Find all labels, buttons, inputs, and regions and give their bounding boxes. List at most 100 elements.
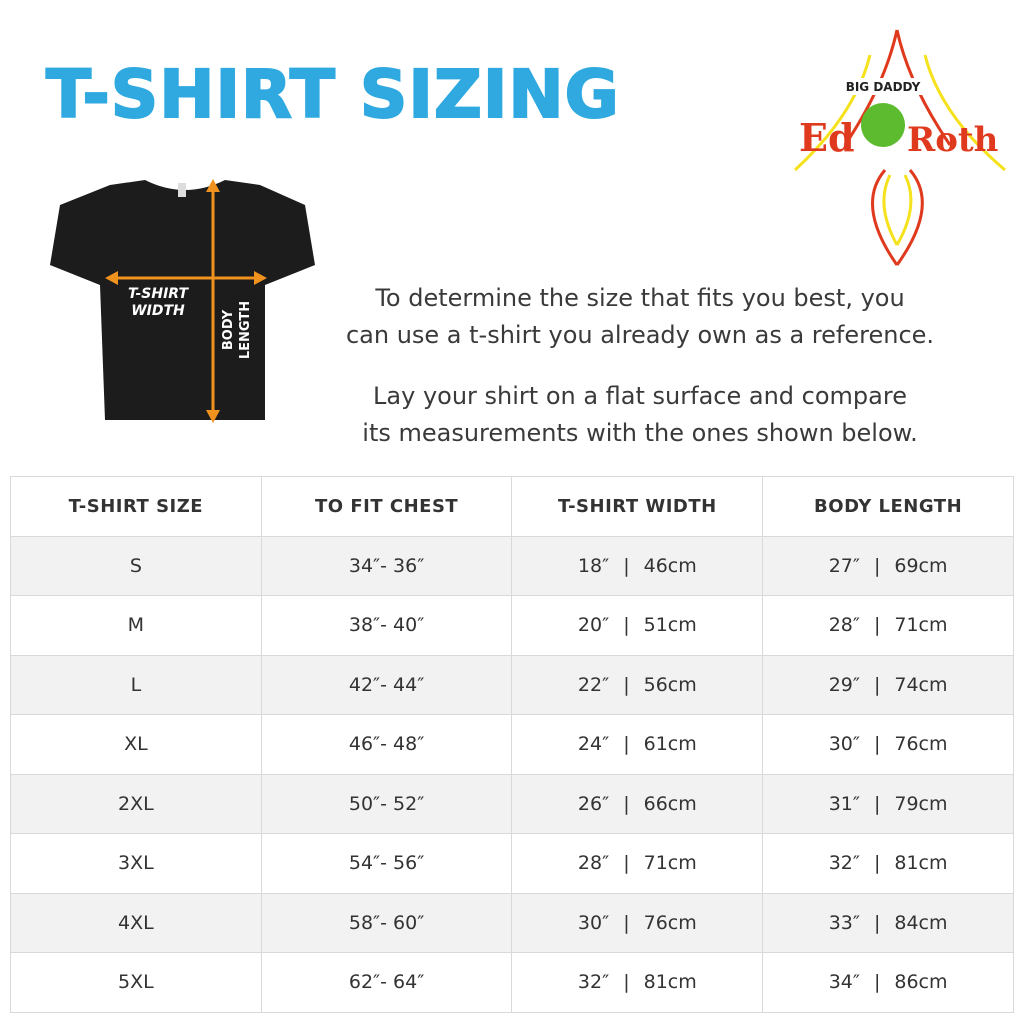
separator: | [873,911,881,934]
separator: | [873,673,881,696]
cell-length: 27″ | 69cm [762,535,1014,596]
svg-text:Ed: Ed [799,115,855,160]
cell-width: 22″ | 56cm [511,654,764,715]
separator: | [873,614,881,637]
width-cm: 46cm [643,554,697,577]
intro-line: its measurements with the ones shown bel… [362,419,918,447]
ed-roth-logo: BIG DADDY Ed Roth [793,29,1006,266]
intro-line: Lay your shirt on a flat surface and com… [373,382,907,410]
cell-width: 26″ | 66cm [511,773,764,834]
separator: | [623,852,630,875]
table-row: 5XL 62″- 64″ 32″ | 81cm 34″ | 86cm [10,952,1014,1013]
table-row: L 42″- 44″ 22″ | 56cm 29″ | 74cm [10,654,1014,715]
width-in: 18″ [577,554,610,577]
width-in: 22″ [577,673,610,696]
cell-width: 24″ | 61cm [511,714,764,775]
length-in: 28″ [828,614,860,637]
length-in: 30″ [828,733,860,756]
length-in: 34″ [828,971,860,994]
header-length: BODY LENGTH [762,476,1014,537]
length-cm: 86cm [894,971,948,994]
cell-size: 4XL [10,892,262,953]
length-in: 31″ [828,792,860,815]
length-cm: 81cm [894,852,948,875]
table-row: 4XL 58″- 60″ 30″ | 76cm 33″ | 84cm [10,892,1014,953]
table-header-row: T-SHIRT SIZE TO FIT CHEST T-SHIRT WIDTH … [10,476,1014,537]
width-cm: 56cm [643,673,697,696]
page-title: T-SHIRT SIZING [45,56,620,133]
length-in: 27″ [828,554,860,577]
cell-size: S [10,535,262,596]
cell-length: 31″ | 79cm [762,773,1014,834]
length-cm: 74cm [894,673,948,696]
separator: | [623,911,630,934]
intro-paragraph-1: To determine the size that fits you best… [320,280,960,354]
cell-width: 18″ | 46cm [511,535,764,596]
tshirt-shape [50,180,315,420]
cell-chest: 58″- 60″ [260,892,513,953]
header-chest: TO FIT CHEST [260,476,513,537]
width-in: 20″ [577,614,610,637]
length-in: 29″ [828,673,860,696]
cell-chest: 42″- 44″ [260,654,513,715]
table-row: M 38″- 40″ 20″ | 51cm 28″ | 71cm [10,595,1014,656]
svg-text:BIG DADDY: BIG DADDY [846,80,921,94]
cell-width: 20″ | 51cm [511,595,764,656]
length-cm: 69cm [894,554,948,577]
cell-chest: 50″- 52″ [260,773,513,834]
length-cm: 84cm [894,911,948,934]
cell-chest: 46″- 48″ [260,714,513,775]
width-cm: 76cm [643,911,697,934]
separator: | [623,554,630,577]
intro-line: To determine the size that fits you best… [375,284,905,312]
cell-length: 32″ | 81cm [762,833,1014,894]
length-label: BODY [221,309,236,350]
cell-length: 28″ | 71cm [762,595,1014,656]
separator: | [623,614,630,637]
tshirt-diagram: T-SHIRT WIDTH BODY LENGTH [50,179,315,423]
separator: | [873,554,881,577]
tshirt-tag [178,183,186,197]
size-table: T-SHIRT SIZE TO FIT CHEST T-SHIRT WIDTH … [10,476,1014,1013]
separator: | [873,792,881,815]
cell-width: 28″ | 71cm [511,833,764,894]
length-cm: 71cm [894,614,948,637]
header-width: T-SHIRT WIDTH [511,476,764,537]
separator: | [623,673,630,696]
table-row: S 34″- 36″ 18″ | 46cm 27″ | 69cm [10,535,1014,596]
length-label-2: LENGTH [238,301,253,359]
separator: | [873,733,881,756]
intro-line: can use a t-shirt you already own as a r… [345,321,935,349]
table-row: 3XL 54″- 56″ 28″ | 71cm 32″ | 81cm [10,833,1014,894]
cell-size: 3XL [10,833,262,894]
intro-paragraph-2: Lay your shirt on a flat surface and com… [320,378,960,452]
length-cm: 79cm [894,792,948,815]
width-label: T-SHIRT [128,286,189,302]
separator: | [873,971,881,994]
table-row: XL 46″- 48″ 24″ | 61cm 30″ | 76cm [10,714,1014,775]
length-in: 33″ [828,911,860,934]
cell-length: 34″ | 86cm [762,952,1014,1013]
width-cm: 66cm [643,792,697,815]
width-label-2: WIDTH [131,303,185,319]
width-cm: 51cm [643,614,697,637]
cell-length: 30″ | 76cm [762,714,1014,775]
separator: | [623,971,630,994]
separator: | [623,792,630,815]
width-cm: 61cm [643,733,697,756]
width-in: 28″ [577,852,610,875]
header-size: T-SHIRT SIZE [10,476,262,537]
length-in: 32″ [828,852,860,875]
cell-width: 32″ | 81cm [511,952,764,1013]
width-in: 30″ [577,911,610,934]
separator: | [873,852,881,875]
cell-size: XL [10,714,262,775]
cell-chest: 62″- 64″ [260,952,513,1013]
cell-chest: 38″- 40″ [260,595,513,656]
cell-width: 30″ | 76cm [511,892,764,953]
length-cm: 76cm [894,733,948,756]
width-in: 24″ [577,733,610,756]
cell-chest: 34″- 36″ [260,535,513,596]
width-cm: 81cm [643,971,697,994]
cell-length: 29″ | 74cm [762,654,1014,715]
